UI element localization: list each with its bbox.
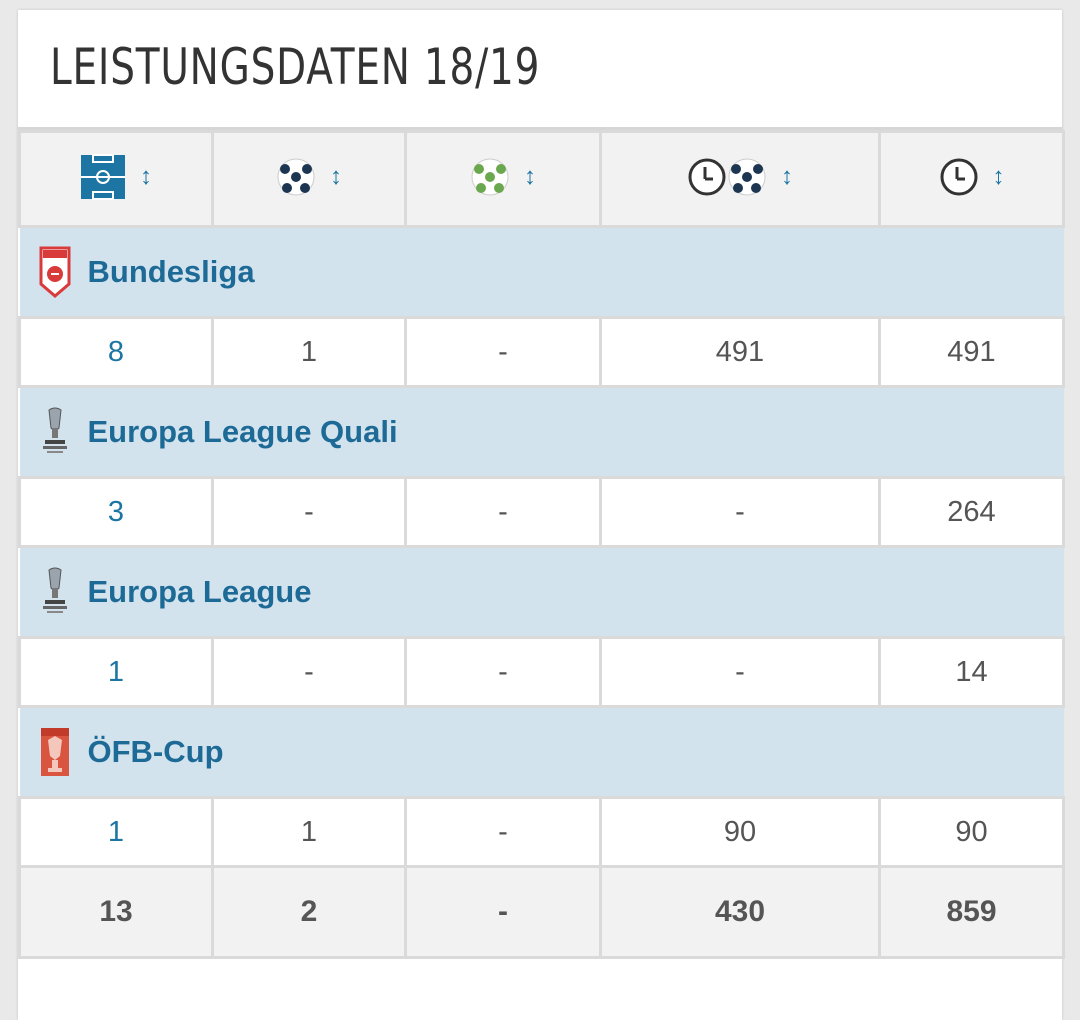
assists-cell: - (404, 476, 602, 548)
minutes-cell: 14 (878, 636, 1065, 708)
total-goals: 2 (211, 865, 407, 959)
sort-icon[interactable]: ↕ (524, 162, 536, 190)
sort-icon[interactable]: ↕ (992, 162, 1005, 190)
column-header-minutes[interactable]: ↕ (878, 130, 1065, 228)
total-minutes: 859 (878, 865, 1065, 959)
ball-icon (728, 158, 766, 195)
table-header-row: ↕ ↕ (18, 130, 1065, 228)
competition-row-oefb-cup: ÖFB-Cup (19, 705, 1064, 799)
competition-row-bundesliga: Bundesliga (19, 225, 1064, 319)
competition-name[interactable]: Europa League (87, 574, 312, 609)
minutes-cell: 90 (878, 796, 1065, 868)
ball-icon (277, 158, 315, 195)
minutes-per-goal-cell: 491 (599, 316, 881, 388)
clock-icon (940, 158, 977, 195)
assists-cell: - (404, 636, 602, 708)
stats-table: ↕ ↕ (18, 130, 1065, 959)
sort-icon[interactable]: ↕ (140, 162, 152, 190)
goals-cell: - (211, 636, 407, 708)
europa-league-logo (38, 566, 72, 618)
competition-row-europa-league: Europa League (19, 545, 1064, 639)
oefb-cup-logo (38, 726, 72, 778)
competition-row-europa-league-quali: Europa League Quali (19, 385, 1064, 479)
ball-green-icon (471, 158, 509, 195)
minutes-per-goal-cell: 90 (599, 796, 881, 868)
total-appearances: 13 (18, 865, 214, 959)
bundesliga-logo (38, 246, 72, 298)
page-title: LEISTUNGSDATEN 18/19 (18, 10, 1062, 130)
sort-icon[interactable]: ↕ (330, 162, 342, 190)
minutes-per-goal-cell: - (599, 636, 881, 708)
table-row: 3 - - - 264 (18, 476, 1065, 548)
table-row: 1 1 - 90 90 (18, 796, 1065, 868)
column-header-goals[interactable]: ↕ (211, 130, 407, 228)
assists-cell: - (404, 796, 602, 868)
competition-name[interactable]: Europa League Quali (87, 414, 398, 449)
table-row: 8 1 - 491 491 (18, 316, 1065, 388)
competition-name[interactable]: Bundesliga (87, 254, 255, 289)
minutes-cell: 491 (878, 316, 1065, 388)
goals-cell: 1 (211, 316, 407, 388)
europa-league-logo (38, 406, 72, 458)
performance-card: LEISTUNGSDATEN 18/19 ↕ (18, 10, 1065, 1020)
competition-name[interactable]: ÖFB-Cup (87, 734, 224, 769)
assists-cell: - (404, 316, 602, 388)
total-minutes-per-goal: 430 (599, 865, 881, 959)
minutes-per-goal-cell: - (599, 476, 881, 548)
table-row: 1 - - - 14 (18, 636, 1065, 708)
appearances-cell[interactable]: 1 (18, 796, 214, 868)
column-header-minutes-per-goal[interactable]: ↕ (599, 130, 881, 228)
clock-icon (688, 158, 726, 195)
minutes-cell: 264 (878, 476, 1065, 548)
sort-icon[interactable]: ↕ (781, 162, 793, 190)
totals-row: 13 2 - 430 859 (18, 865, 1065, 959)
column-header-appearances[interactable]: ↕ (18, 130, 214, 228)
total-assists: - (404, 865, 602, 959)
column-header-assists[interactable]: ↕ (404, 130, 602, 228)
appearances-cell[interactable]: 3 (18, 476, 214, 548)
goals-cell: 1 (211, 796, 407, 868)
appearances-cell[interactable]: 8 (18, 316, 214, 388)
pitch-icon (81, 153, 125, 200)
goals-cell: - (211, 476, 407, 548)
appearances-cell[interactable]: 1 (18, 636, 214, 708)
